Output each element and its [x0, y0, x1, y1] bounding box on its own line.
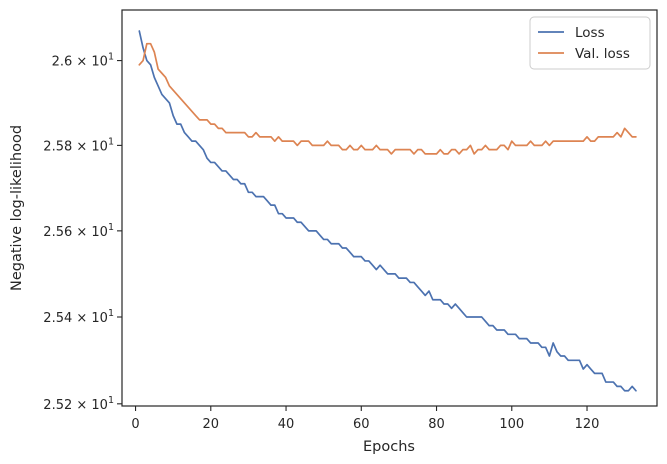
y-tick-exponent: 1: [108, 136, 114, 147]
legend-box: [529, 16, 651, 70]
y-tick-times: × 10: [72, 55, 108, 70]
x-axis-ticks: 0 20 40 60 80 100 120: [131, 406, 599, 432]
series-line-loss: [138, 30, 637, 392]
legend-label: Loss: [575, 25, 605, 41]
y-tick-exponent: 1: [108, 52, 114, 63]
y-tick-exponent: 1: [108, 222, 114, 233]
x-tick-label: 60: [353, 417, 370, 432]
x-axis-label: Epochs: [363, 439, 415, 455]
x-tick-label: 20: [203, 417, 220, 432]
x-tick-label: 40: [278, 417, 295, 432]
x-tick-label: 80: [428, 417, 445, 432]
y-tick-mantissa: 2.52: [43, 398, 72, 413]
x-tick-label: 100: [499, 417, 524, 432]
y-tick-times: × 10: [72, 398, 108, 413]
y-tick-label: 2.6 × 101: [52, 52, 114, 70]
y-axis-label: Negative log-likelihood: [9, 125, 25, 291]
y-tick-mantissa: 2.6: [52, 55, 73, 70]
plot-area: [138, 30, 637, 392]
y-tick-label: 2.56 × 101: [43, 222, 114, 240]
y-tick-label: 2.54 × 101: [43, 308, 114, 326]
y-tick-times: × 10: [72, 311, 108, 326]
y-tick-mantissa: 2.54: [43, 311, 72, 326]
y-tick-label: 2.52 × 101: [43, 395, 114, 413]
y-tick-label: 2.58 × 101: [43, 136, 114, 154]
x-tick-label: 120: [575, 417, 600, 432]
x-tick-label: 0: [131, 417, 139, 432]
y-tick-times: × 10: [72, 139, 108, 154]
legend-label: Val. loss: [575, 46, 630, 62]
y-tick-mantissa: 2.56: [43, 225, 72, 240]
legend: Loss Val. loss: [529, 16, 651, 70]
series-line-val-loss: [138, 42, 637, 155]
y-tick-mantissa: 2.58: [43, 139, 72, 154]
y-tick-exponent: 1: [108, 308, 114, 319]
y-tick-exponent: 1: [108, 395, 114, 406]
plot-frame: [121, 9, 658, 407]
y-tick-times: × 10: [72, 225, 108, 240]
